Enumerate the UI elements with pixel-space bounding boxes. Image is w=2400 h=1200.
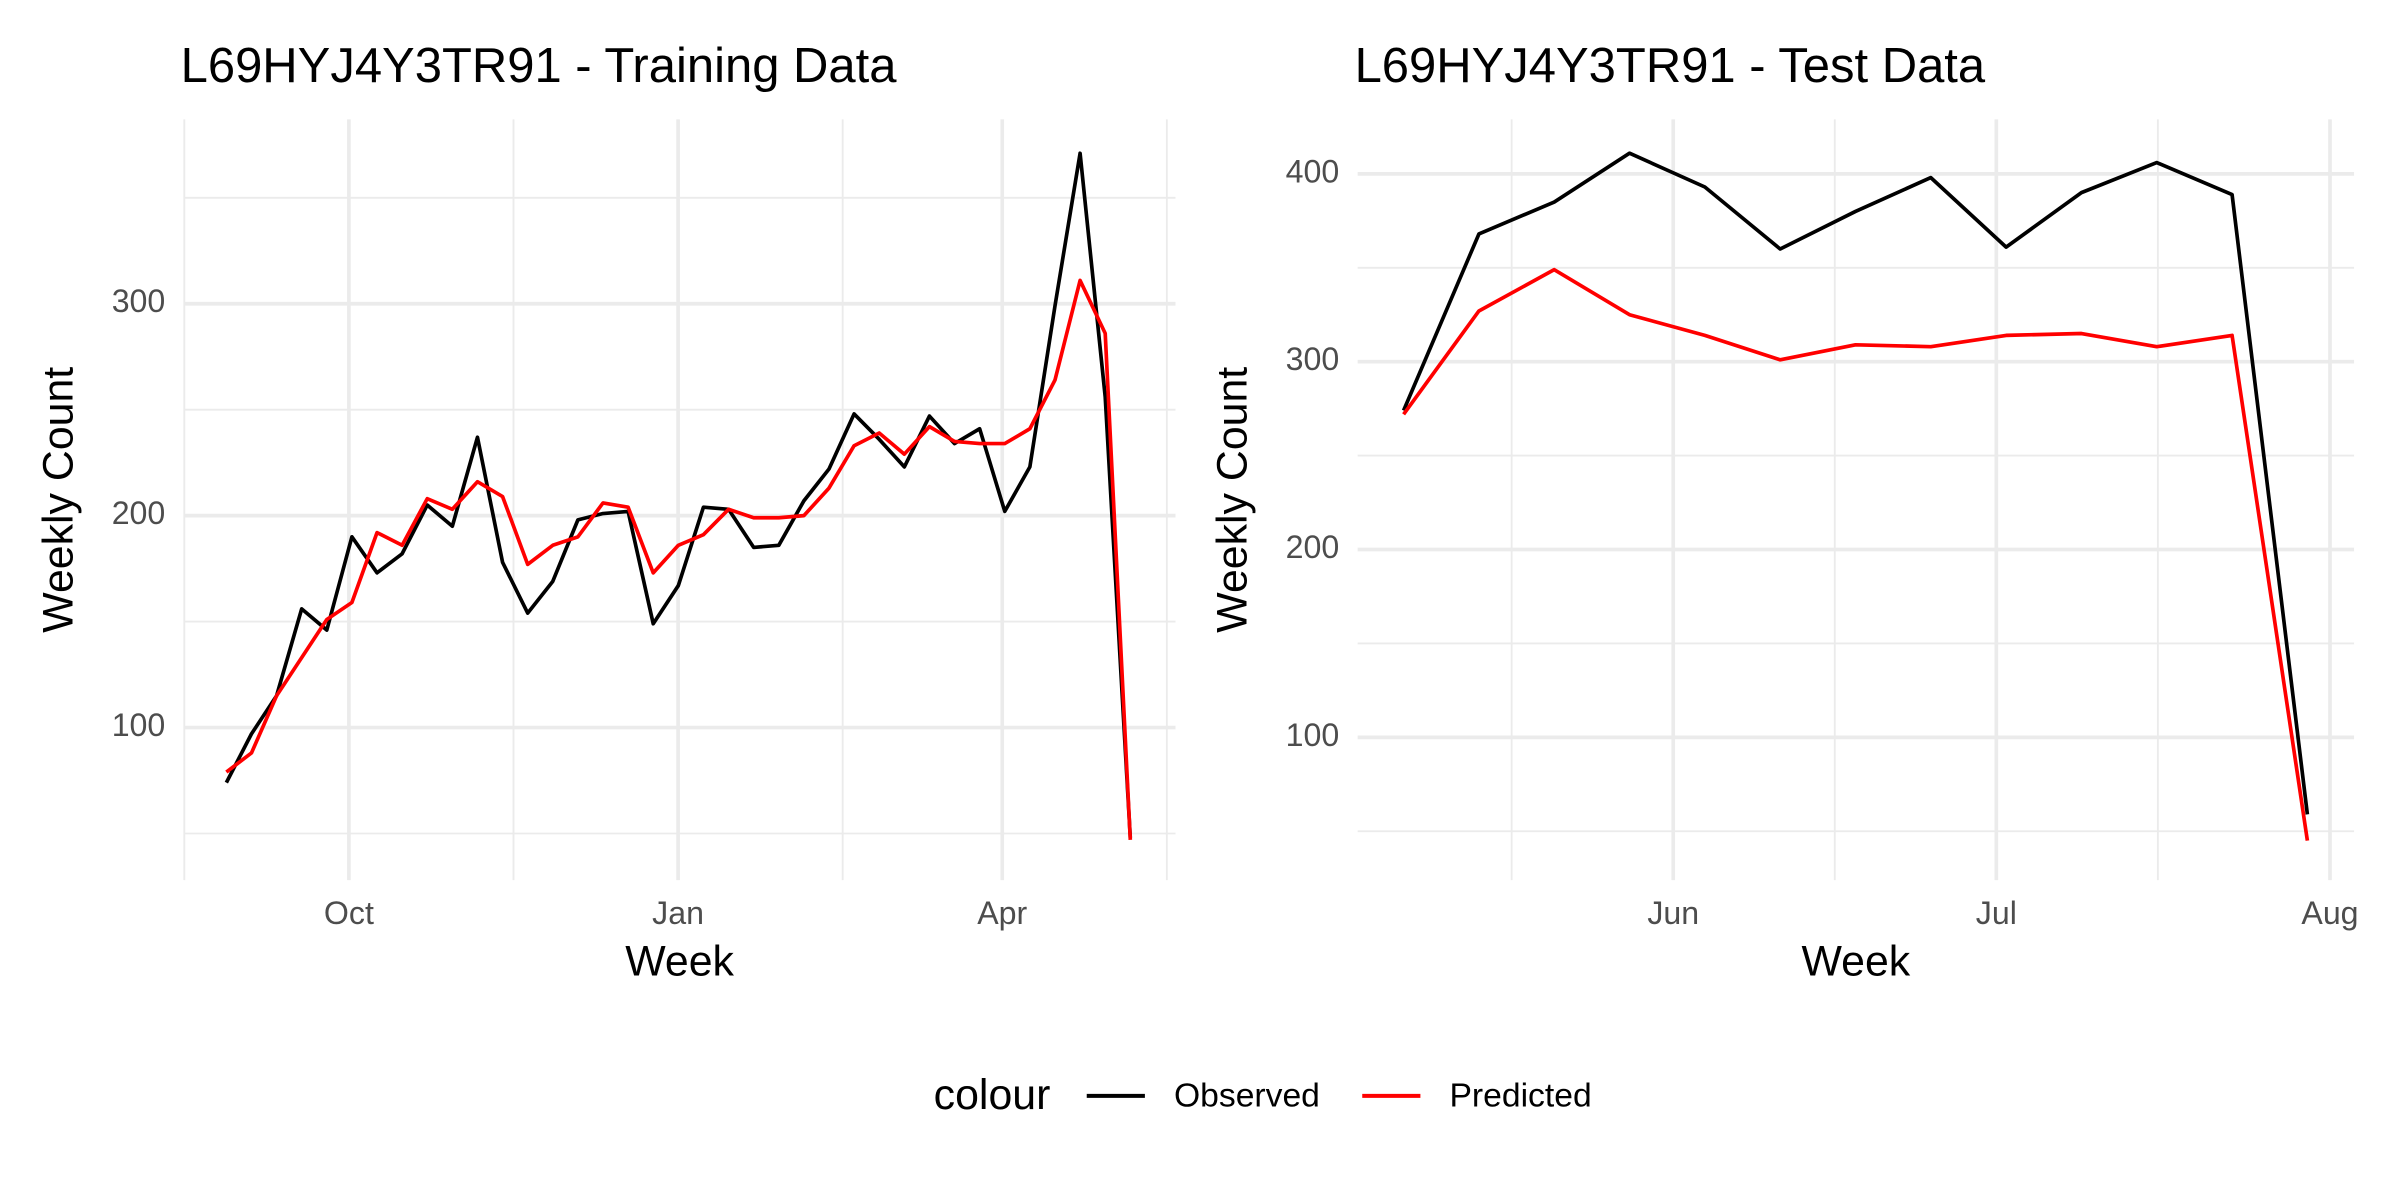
x-axis-label: Week [1801,938,1910,986]
data-line [224,151,1133,838]
chart-title: L69HYJ4Y3TR91 - Test Data [1355,39,1986,93]
legend-label: Predicted [1449,1077,1591,1114]
y-tick-label: 100 [112,707,166,743]
legend-label: Observed [1174,1077,1320,1114]
y-tick-label: 200 [1286,529,1340,565]
x-tick-label: Jul [1976,895,2017,931]
y-tick-label: 100 [1286,717,1340,753]
x-axis-label: Week [625,938,734,986]
legend-title: colour [934,1071,1051,1119]
x-tick-label: Oct [324,895,374,931]
data-line [1402,267,2310,841]
x-tick-label: Apr [977,895,1027,931]
x-tick-label: Aug [2301,895,2358,931]
x-tick-label: Jan [652,895,704,931]
y-tick-label: 200 [112,495,166,531]
data-line [225,278,1133,840]
x-tick-label: Jun [1647,895,1699,931]
y-tick-label: 300 [1286,341,1340,377]
y-axis-label: Weekly Count [1209,367,1257,633]
y-tick-label: 400 [1286,153,1340,189]
data-line [1401,151,2310,815]
chart-title: L69HYJ4Y3TR91 - Training Data [181,39,898,93]
y-tick-label: 300 [112,283,166,319]
y-axis-label: Weekly Count [35,367,83,633]
